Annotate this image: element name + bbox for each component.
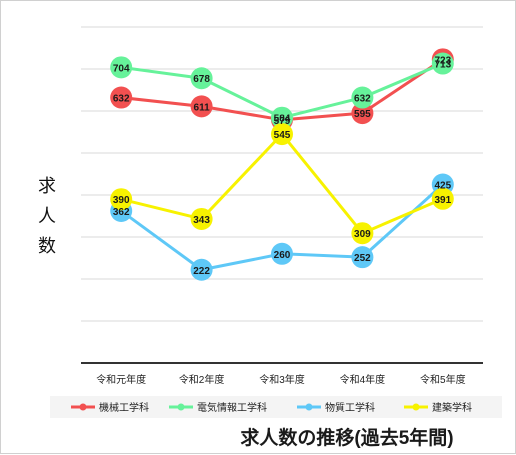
data-label: 704 xyxy=(113,63,130,74)
y-axis-label: 求人数 xyxy=(38,176,56,256)
x-tick-label: 令和2年度 xyxy=(179,373,225,386)
data-label: 632 xyxy=(113,94,130,105)
data-point xyxy=(110,86,133,109)
legend-label: 機械工学科 xyxy=(99,401,149,414)
data-label: 362 xyxy=(113,207,130,218)
data-label: 611 xyxy=(194,102,211,113)
legend-swatch-marker xyxy=(412,403,420,411)
data-point xyxy=(271,242,293,265)
data-label: 579 xyxy=(274,116,291,127)
data-point xyxy=(190,207,213,230)
legend-swatch-marker xyxy=(79,403,87,411)
y-axis-label-char: 求 xyxy=(38,176,56,196)
legend-label: 建築学科 xyxy=(432,401,472,414)
data-label: 713 xyxy=(434,60,451,71)
data-point xyxy=(351,86,374,109)
legend-swatch-marker xyxy=(177,403,185,411)
legend: 機械工学科 電気情報工学科 物質工学科 建築学科 xyxy=(71,401,472,414)
legend-label: 物質工学科 xyxy=(325,401,375,414)
data-label: 343 xyxy=(193,215,210,226)
data-point xyxy=(271,106,293,129)
data-label: 260 xyxy=(274,250,291,261)
data-point xyxy=(110,56,133,79)
legend-swatch-marker xyxy=(305,403,313,411)
data-label: 309 xyxy=(354,229,371,240)
series-lines xyxy=(120,58,444,272)
legend-background xyxy=(50,396,502,418)
grid-lines xyxy=(81,26,483,364)
data-point xyxy=(110,188,133,211)
data-label: 252 xyxy=(354,253,371,264)
data-label: 595 xyxy=(354,109,371,120)
data-label: 222 xyxy=(193,266,210,277)
data-label: 632 xyxy=(354,94,371,105)
data-labels: 632 611 579 595 723 704 678 584 632 713 362 222 260 2… xyxy=(113,55,452,276)
data-point xyxy=(431,52,454,75)
data-label: 390 xyxy=(113,195,130,206)
data-point xyxy=(190,258,213,281)
series-points xyxy=(110,48,454,281)
y-axis-label-char: 数 xyxy=(38,236,56,256)
data-label: 545 xyxy=(274,130,291,141)
data-label: 584 xyxy=(274,114,291,125)
x-tick-labels: 令和元年度 令和2年度 令和3年度 令和4年度 令和5年度 xyxy=(96,373,465,386)
data-point xyxy=(190,67,213,90)
x-tick-label: 令和5年度 xyxy=(420,373,466,386)
x-tick-label: 令和4年度 xyxy=(340,373,386,386)
x-tick-label: 令和3年度 xyxy=(259,373,305,386)
x-tick-label: 令和元年度 xyxy=(96,373,146,386)
data-label: 723 xyxy=(434,55,451,66)
data-point xyxy=(431,187,454,210)
y-axis-label-char: 人 xyxy=(38,206,56,226)
data-point xyxy=(190,95,213,118)
data-point xyxy=(271,123,293,146)
data-point xyxy=(351,102,374,125)
data-point xyxy=(351,222,374,245)
data-point xyxy=(351,246,374,269)
data-label: 678 xyxy=(193,74,210,85)
chart-title: 求人数の推移(過去5年間) xyxy=(240,426,453,449)
data-label: 425 xyxy=(434,181,451,192)
legend-label: 電気情報工学科 xyxy=(197,401,267,414)
data-label: 391 xyxy=(434,195,451,206)
series-line xyxy=(120,132,444,235)
